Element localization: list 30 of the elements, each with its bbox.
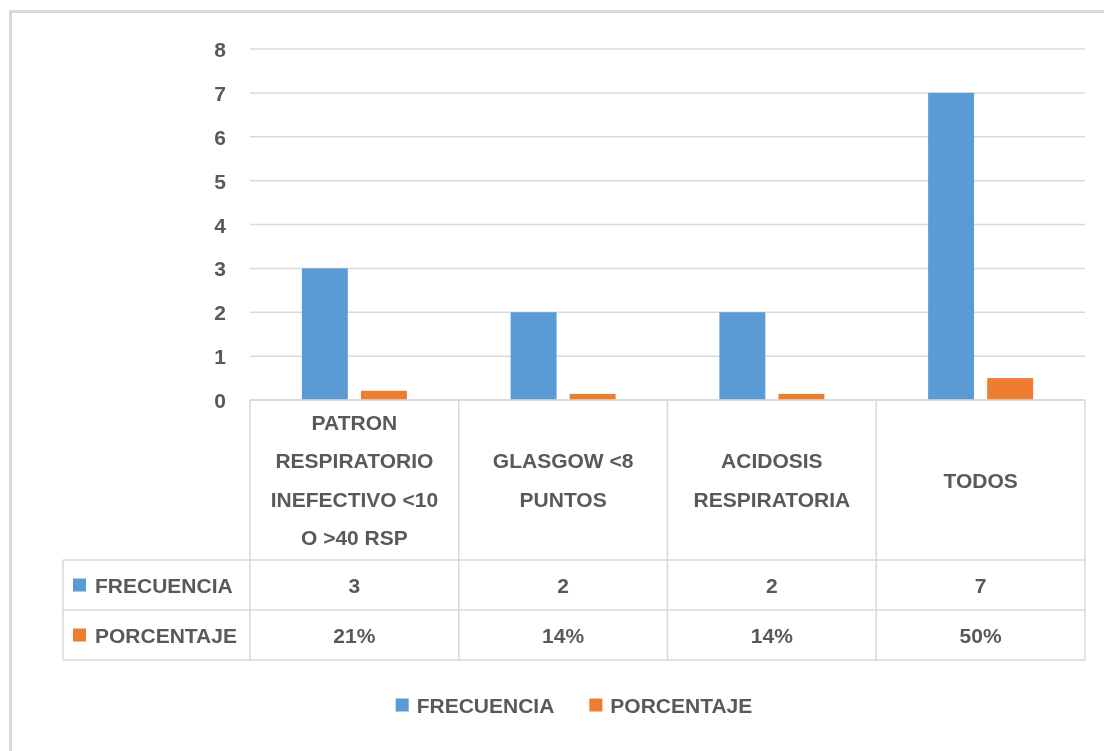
- data-label: 7: [974, 573, 987, 597]
- x-tick-label: ACIDOSIS RESPIRATORIA: [693, 449, 851, 511]
- x-tick-label: TODOS: [943, 468, 1018, 492]
- y-tick-label: 7: [214, 81, 226, 105]
- bar: [987, 378, 1034, 400]
- data-label: 2: [766, 573, 778, 597]
- y-tick-label: 8: [214, 37, 227, 61]
- y-tick-label: 6: [214, 125, 226, 149]
- text: FRECUENCIA: [416, 693, 555, 717]
- data-label: 21%: [333, 623, 376, 647]
- bar: [719, 312, 766, 400]
- y-tick-label: 0: [214, 388, 226, 412]
- y-tick-label: 2: [214, 300, 226, 324]
- data-label: 14%: [750, 623, 794, 647]
- text: PORCENTAJE: [610, 693, 753, 717]
- bar: [301, 268, 348, 400]
- y-tick-label: 1: [214, 344, 227, 368]
- x-tick-label: PATRON RESPIRATORIO INEFECTIVO <10 O >40 RSP: [270, 410, 439, 550]
- data-label: 2: [557, 573, 569, 597]
- data-label: 14%: [542, 623, 585, 647]
- data-label: 50%: [959, 623, 1002, 647]
- data-label: 3: [348, 573, 361, 597]
- legend-label: PORCENTAJE: [95, 623, 237, 647]
- legend-label: FRECUENCIA: [95, 573, 233, 597]
- x-tick-label: GLASGOW <8 PUNTOS: [492, 449, 634, 511]
- y-tick-label: 4: [214, 213, 227, 236]
- y-tick-label: 3: [214, 256, 226, 280]
- y-tick-label: 5: [214, 169, 227, 193]
- bar: [928, 92, 975, 400]
- bar: [510, 312, 557, 400]
